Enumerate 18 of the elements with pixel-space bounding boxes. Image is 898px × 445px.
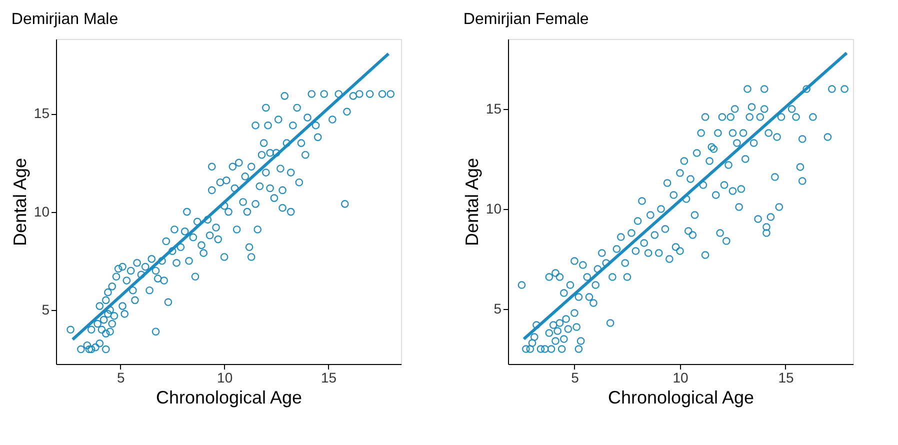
x-tick-label: 10	[672, 370, 688, 386]
y-tick-label: 10	[34, 203, 50, 220]
x-axis-title: Chronological Age	[156, 388, 302, 408]
x-tick-label: 5	[117, 370, 126, 386]
y-tick-label: 5	[494, 300, 502, 316]
y-axis-title: Dental Age	[10, 158, 30, 246]
x-tick-label: 10	[217, 370, 233, 386]
y-tick-label: 5	[42, 301, 50, 318]
y-tick-label: 15	[34, 105, 50, 122]
x-axis-title: Chronological Age	[608, 388, 754, 408]
y-tick-label: 10	[486, 200, 502, 216]
chart-title: Demirjian Female	[463, 11, 589, 28]
x-tick-label: 5	[571, 370, 580, 386]
x-tick-label: 15	[778, 370, 794, 386]
chart-title: Demirjian Male	[11, 11, 118, 28]
y-tick-label: 15	[486, 100, 502, 116]
x-tick-label: 15	[320, 370, 337, 386]
y-axis-title: Dental Age	[462, 158, 482, 246]
